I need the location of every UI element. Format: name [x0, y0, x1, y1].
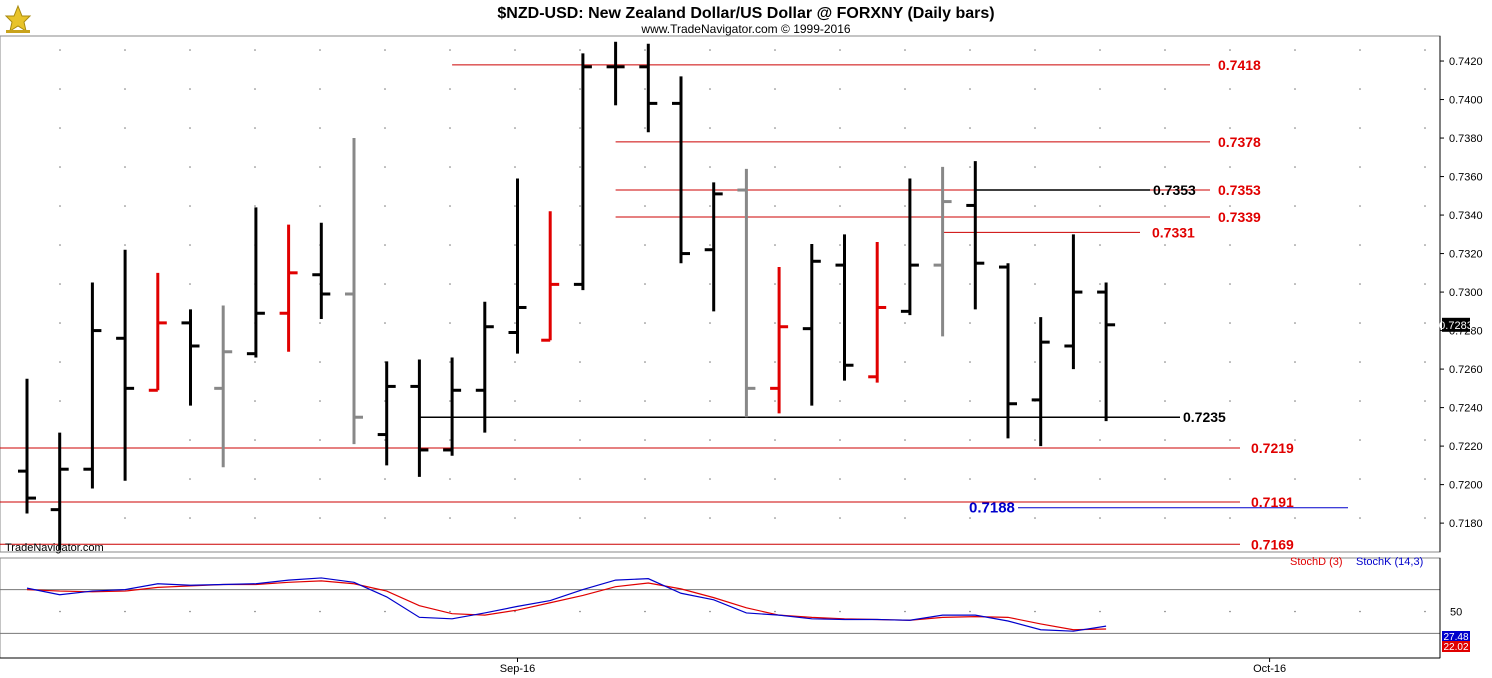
ohlc-bar [50, 432, 69, 551]
stochastic-panel [0, 557, 1441, 659]
level-label: 0.7169 [1251, 536, 1294, 552]
stochastic-grid [0, 558, 1441, 658]
logo-icon [4, 4, 32, 33]
watermark: TradeNavigator.com [5, 542, 104, 554]
ohlc-bar [279, 224, 298, 352]
ohlc-bar [1097, 282, 1116, 422]
level-label: 0.7418 [1218, 57, 1261, 73]
ohlc-bar [966, 161, 985, 310]
ohlc-bar [900, 178, 919, 316]
last-price-label: 0.7283 [1439, 320, 1473, 332]
price-tick-label: 0.7320 [1449, 249, 1483, 261]
level-label: 0.7331 [1152, 224, 1195, 240]
ohlc-bar [377, 361, 396, 466]
ohlc-bar [802, 243, 821, 406]
stoch-k-legend: StochK (14,3) [1356, 556, 1423, 568]
ohlc-bar [410, 359, 429, 477]
price-tick-label: 0.7400 [1449, 95, 1483, 107]
date-axis: Sep-16 Oct-16 [0, 657, 1440, 675]
stoch-last-k-marker: 27.48 [1442, 631, 1470, 643]
ohlc-bar [181, 309, 200, 406]
chart-title: $NZD-USD: New Zealand Dollar/US Dollar @… [497, 5, 994, 22]
ohlc-bar [606, 41, 625, 106]
level-label: 0.7219 [1251, 440, 1294, 456]
ohlc-bar [933, 166, 952, 337]
ohlc-bar [541, 211, 560, 342]
price-tick-label: 0.7420 [1449, 56, 1483, 68]
ohlc-bar [573, 53, 592, 291]
price-bars [18, 41, 1116, 551]
black-level-label: 0.7353 [1153, 182, 1196, 198]
ohlc-bar [312, 222, 331, 320]
ohlc-bar [999, 263, 1017, 439]
price-tick-label: 0.7180 [1449, 518, 1483, 530]
stoch-d-legend: StochD (3) [1290, 556, 1343, 568]
ohlc-bar [246, 207, 265, 358]
level-label: 0.7378 [1218, 134, 1261, 150]
ohlc-bar [18, 378, 36, 514]
price-tick-label: 0.7240 [1449, 403, 1483, 415]
black-level-label: 0.7235 [1183, 409, 1226, 425]
stoch-tick-50: 50 [1450, 607, 1462, 619]
ohlc-bar [639, 43, 658, 133]
ohlc-bar [83, 282, 102, 489]
stoch-last-k: 27.48 [1443, 632, 1468, 643]
date-tick-label: Sep-16 [500, 663, 535, 675]
date-tick-label: Oct-16 [1253, 663, 1286, 675]
stoch-k-line [26, 577, 1107, 632]
last-price-marker: 0.7283 [1439, 317, 1473, 332]
price-tick-label: 0.7380 [1449, 133, 1483, 145]
blue-level-label: 0.7188 [969, 500, 1015, 517]
ohlc-bar [116, 249, 135, 481]
stochastic-lines [26, 577, 1107, 632]
stoch-last-d: 22.02 [1443, 642, 1468, 653]
ohlc-bar [1064, 234, 1083, 370]
ohlc-bar [868, 242, 887, 383]
level-label: 0.7339 [1218, 209, 1261, 225]
ohlc-bar [704, 182, 723, 312]
ohlc-bar [214, 305, 233, 468]
price-tick-label: 0.7200 [1449, 480, 1483, 492]
ohlc-bar [1031, 317, 1050, 447]
price-tick-label: 0.7360 [1449, 172, 1483, 184]
ohlc-bar [475, 301, 494, 433]
ohlc-bar [835, 234, 854, 381]
ohlc-bar [443, 357, 462, 456]
price-tick-label: 0.7260 [1449, 364, 1483, 376]
price-tick-label: 0.7340 [1449, 210, 1483, 222]
ohlc-bar [770, 267, 789, 414]
price-levels [0, 64, 1348, 545]
price-tick-label: 0.7300 [1449, 287, 1483, 299]
ohlc-bar [345, 138, 363, 445]
price-tick-label: 0.7220 [1449, 441, 1483, 453]
price-panel [0, 35, 1441, 553]
ohlc-bar [737, 168, 756, 418]
ohlc-bar [508, 178, 527, 354]
price-grid [59, 49, 1426, 519]
ohlc-bar [672, 76, 690, 264]
ohlc-bar [148, 272, 167, 392]
price-level-labels: 0.7418 0.7378 0.7353 0.7339 0.7331 0.7219 0.71… [969, 57, 1294, 552]
level-label: 0.7353 [1218, 182, 1261, 198]
level-label: 0.7191 [1251, 494, 1294, 510]
stoch-last-d-marker: 22.02 [1442, 641, 1470, 653]
price-axis: 0.71800.72000.72200.72400.72600.72800.73… [1439, 36, 1483, 552]
chart-subtitle: www.TradeNavigator.com © 1999-2016 [640, 22, 850, 36]
